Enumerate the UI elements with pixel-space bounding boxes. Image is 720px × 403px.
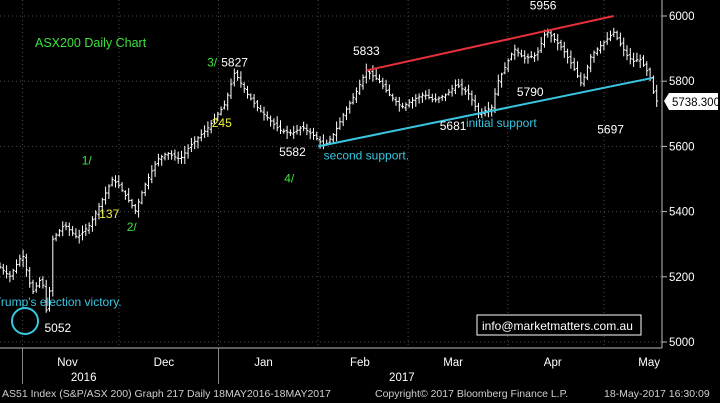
footer-bar: AS51 Index (S&P/ASX 200) Graph 217 Daily…	[0, 384, 720, 403]
annotation-label: 5956	[530, 0, 557, 12]
annotation-label: second support.	[324, 148, 409, 162]
annotation-label: 5697	[597, 122, 624, 136]
x-month-label: Dec	[154, 357, 175, 369]
watermark-box: info@marketmatters.com.au	[476, 314, 642, 336]
annotation-label: 5790	[517, 85, 544, 99]
y-tick-label: 5200	[669, 272, 695, 284]
y-tick-label: 5000	[669, 337, 695, 349]
y-tick-label: 5800	[669, 76, 695, 88]
annotation-label: 4/	[284, 171, 295, 185]
x-month-label: Mar	[443, 357, 463, 369]
watermark-text: info@marketmatters.com.au	[482, 319, 633, 333]
last-price-tag-shape	[664, 93, 718, 110]
annotation-label: 5582	[279, 145, 306, 159]
x-month-label: Feb	[350, 357, 370, 369]
x-month-label: May	[638, 357, 660, 369]
annotation-labels: 5052 Trump's election victory. 1/137 2/3/58…	[0, 0, 624, 335]
y-tick-label: 5400	[669, 207, 695, 219]
last-price-tag: 5738.300	[664, 93, 720, 110]
support-trend-line	[317, 76, 653, 148]
chart-title: ASX200 Daily Chart	[35, 36, 147, 50]
asx200-daily-chart: 5052 Trump's election victory. 1/137 2/3/58…	[0, 0, 720, 384]
trend-lines	[317, 15, 653, 148]
annotation-label: 5827	[221, 56, 248, 70]
x-axis: Nov Dec Jan Feb Mar Apr May 2016 2017	[0, 347, 662, 384]
last-price-label: 5738.300	[672, 97, 720, 109]
x-year-label: 2016	[71, 372, 97, 384]
annotation-label: 137	[99, 207, 119, 221]
annotation-label: Trump's election victory.	[0, 295, 122, 309]
annotation-label: 1/	[82, 153, 93, 167]
annotation-label: initial support	[466, 116, 537, 130]
x-year-label: 2017	[389, 372, 415, 384]
election-highlight-circle	[11, 307, 39, 335]
price-bars	[0, 27, 659, 313]
footer-left: AS51 Index (S&P/ASX 200) Graph 217 Daily…	[2, 388, 331, 400]
x-month-label: Apr	[544, 357, 562, 369]
x-month-label: Jan	[254, 357, 273, 369]
annotation-label: 3/	[207, 56, 218, 70]
x-month-label: Nov	[57, 357, 78, 369]
annotation-label: 5681	[440, 119, 467, 133]
footer-center: Copyright© 2017 Bloomberg Finance L.P.	[375, 388, 569, 400]
annotation-label: 5052	[44, 321, 71, 335]
y-tick-label: 5600	[669, 141, 695, 153]
y-axis: 5000 5200 5400 5600 5800 6000	[661, 0, 695, 349]
annotation-label: 5833	[353, 44, 380, 58]
footer-right: 18-May-2017 16:30:09	[604, 388, 710, 400]
annotation-label: 245	[212, 116, 232, 130]
watermark-frame	[476, 314, 642, 336]
resistance-trend-line	[366, 15, 615, 72]
annotation-label: 2/	[127, 220, 138, 234]
y-tick-label: 6000	[669, 11, 695, 23]
